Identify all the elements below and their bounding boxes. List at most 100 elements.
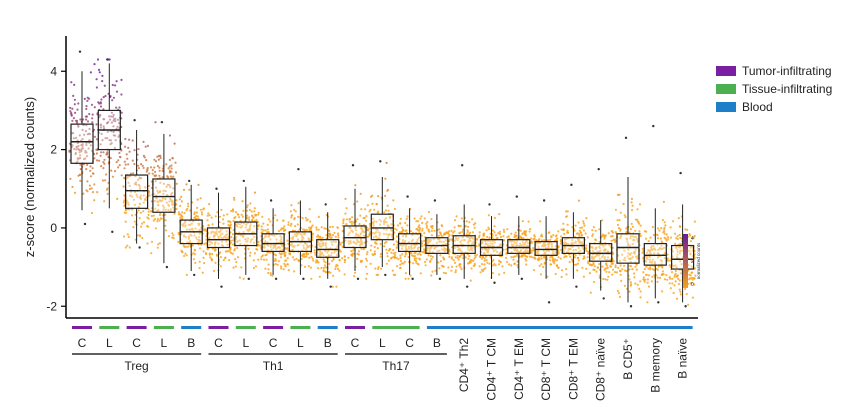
data-point — [308, 226, 311, 229]
data-point — [282, 219, 285, 222]
data-point — [72, 117, 75, 120]
data-point — [69, 177, 72, 180]
data-point — [74, 151, 77, 155]
outlier-point — [547, 301, 551, 304]
data-point — [325, 234, 328, 237]
data-point — [267, 268, 270, 271]
data-point — [192, 258, 196, 261]
data-point — [89, 169, 92, 172]
data-point — [431, 227, 434, 230]
data-point — [174, 171, 178, 174]
tissue-bar — [290, 326, 311, 329]
data-point — [93, 63, 96, 66]
data-point — [138, 187, 141, 190]
data-point — [212, 269, 216, 272]
data-point — [310, 277, 313, 280]
data-point — [295, 257, 298, 261]
iqr-box — [589, 242, 613, 262]
data-point — [151, 169, 154, 172]
data-point — [378, 234, 381, 237]
iqr-box — [261, 233, 285, 253]
outlier-point — [379, 160, 382, 163]
x-tick-label: L — [106, 336, 113, 350]
data-point — [368, 234, 371, 237]
data-point — [217, 235, 220, 238]
data-point — [235, 261, 238, 264]
x-tick-label: L — [242, 336, 249, 350]
data-point — [434, 246, 437, 249]
data-point — [253, 225, 256, 228]
data-point — [425, 258, 428, 261]
data-point — [161, 204, 165, 207]
data-point — [384, 217, 388, 220]
data-point — [559, 257, 562, 260]
data-point — [619, 273, 622, 276]
data-point — [455, 236, 458, 240]
iqr-box — [643, 242, 667, 266]
data-point — [191, 244, 194, 247]
x-tick-label: L — [379, 336, 386, 350]
data-point — [117, 159, 120, 162]
data-point — [661, 290, 664, 293]
data-point — [356, 257, 359, 260]
data-point — [416, 246, 420, 249]
data-point — [466, 230, 469, 234]
data-point — [549, 238, 552, 241]
data-point — [304, 232, 307, 235]
data-point — [675, 297, 679, 300]
data-point — [171, 199, 174, 202]
data-point — [74, 111, 77, 114]
data-point — [289, 224, 292, 227]
data-point — [359, 244, 362, 247]
data-point — [478, 231, 481, 234]
data-point — [498, 213, 501, 216]
data-point — [236, 222, 240, 225]
data-point — [324, 249, 327, 252]
data-point — [685, 293, 688, 296]
data-point — [131, 195, 134, 198]
data-point — [157, 208, 160, 211]
data-point — [401, 230, 404, 233]
outlier-point — [160, 120, 164, 124]
data-point — [678, 243, 682, 246]
data-point — [146, 169, 149, 172]
data-point — [248, 254, 252, 257]
data-point — [630, 222, 633, 225]
data-point — [171, 232, 174, 235]
data-point — [184, 252, 187, 255]
data-point — [421, 251, 424, 254]
data-point — [454, 256, 457, 259]
data-point — [443, 258, 446, 261]
data-point — [447, 232, 450, 235]
data-point — [235, 236, 238, 239]
data-point — [628, 290, 631, 293]
data-point — [287, 269, 290, 272]
data-point — [98, 71, 101, 74]
data-point — [78, 151, 81, 154]
data-point — [141, 164, 144, 167]
data-point — [529, 228, 532, 231]
data-point — [673, 275, 676, 278]
data-point — [91, 113, 94, 116]
data-point — [195, 217, 198, 220]
data-point — [416, 240, 419, 243]
data-point — [95, 138, 99, 141]
data-point — [338, 269, 341, 272]
data-point — [438, 240, 441, 243]
data-point — [214, 248, 217, 251]
data-point — [387, 209, 390, 212]
data-point — [158, 242, 161, 245]
data-point — [486, 235, 489, 239]
x-tick-label: CD8⁺ naïve — [594, 338, 608, 401]
data-point — [297, 215, 300, 218]
data-point — [162, 192, 165, 195]
data-point — [152, 214, 155, 217]
data-point — [127, 203, 130, 206]
outlier-point — [684, 305, 687, 308]
data-point — [146, 144, 149, 147]
data-point — [181, 211, 184, 214]
data-point — [190, 234, 193, 237]
data-point — [318, 275, 321, 278]
data-point — [71, 107, 74, 110]
data-point — [424, 264, 427, 267]
